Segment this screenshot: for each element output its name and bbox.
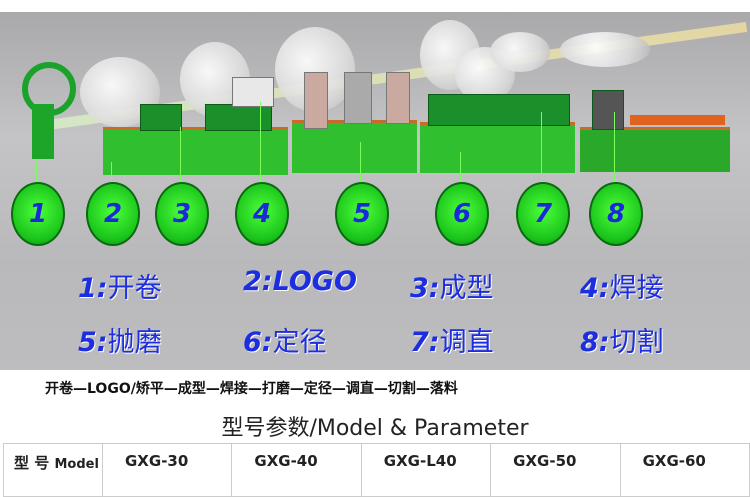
station-marker-2: 2 [86, 182, 140, 246]
table-row: 型 号 Model GXG-30 GXG-40 GXG-L40 GXG-50 G… [3, 443, 750, 497]
model-cell: GXG-60 [619, 443, 750, 497]
uncoiler [14, 52, 76, 162]
cutting-machine [580, 127, 730, 172]
leader-line [614, 112, 615, 197]
leader-line [180, 127, 181, 197]
grinder-housing [344, 72, 372, 124]
station-marker-5: 5 [335, 182, 389, 246]
model-cell: GXG-L40 [360, 443, 492, 497]
leader-line [541, 112, 542, 197]
legend-1: 1:开卷 [78, 273, 162, 304]
legend-8: 8:切割 [580, 327, 664, 358]
control-panel [232, 77, 274, 107]
station-marker-1: 1 [11, 182, 65, 246]
station-marker-6: 6 [435, 182, 489, 246]
station-marker-4: 4 [235, 182, 289, 246]
model-cell: GXG-30 [101, 443, 233, 497]
saw-unit [592, 90, 624, 130]
legend-2: 2:LOGO [243, 266, 357, 297]
model-cell: GXG-50 [490, 443, 621, 497]
sizing-machine [420, 122, 575, 173]
roll-stand [205, 104, 272, 131]
legend-5: 5:抛磨 [78, 327, 162, 358]
leader-line [460, 152, 461, 197]
legend-7: 7:调直 [410, 327, 494, 358]
forming-machine [103, 127, 288, 175]
model-table: 型 号 Model GXG-30 GXG-40 GXG-L40 GXG-50 G… [3, 443, 750, 497]
station-marker-7: 7 [516, 182, 570, 246]
roller [490, 32, 550, 72]
station-marker-8: 8 [589, 182, 643, 246]
leader-line [360, 142, 361, 197]
model-cell: GXG-40 [231, 443, 362, 497]
process-flow-text: 开卷—LOGO/矫平—成型—焊接—打磨—定径—调直—切割—落料 [45, 381, 458, 397]
legend-6: 6:定径 [243, 327, 327, 358]
roller [560, 32, 650, 67]
grinder-housing [304, 72, 328, 129]
station-marker-3: 3 [155, 182, 209, 246]
model-header: 型 号 Model [3, 443, 103, 497]
roll-stand [140, 104, 182, 131]
legend-3: 3:成型 [410, 273, 494, 304]
leader-line [36, 162, 37, 197]
section-title: 型号参数/Model & Parameter [221, 416, 529, 441]
leader-line [111, 162, 112, 197]
leader-line [260, 102, 261, 197]
cut-table [630, 115, 725, 125]
grinder-housing [386, 72, 410, 124]
production-line-photo: 1 2 3 4 5 6 7 8 1:开卷 2:LOGO 3:成型 4:焊接 5:… [0, 12, 750, 370]
roll-stand [428, 94, 570, 126]
legend-4: 4:焊接 [580, 273, 664, 304]
